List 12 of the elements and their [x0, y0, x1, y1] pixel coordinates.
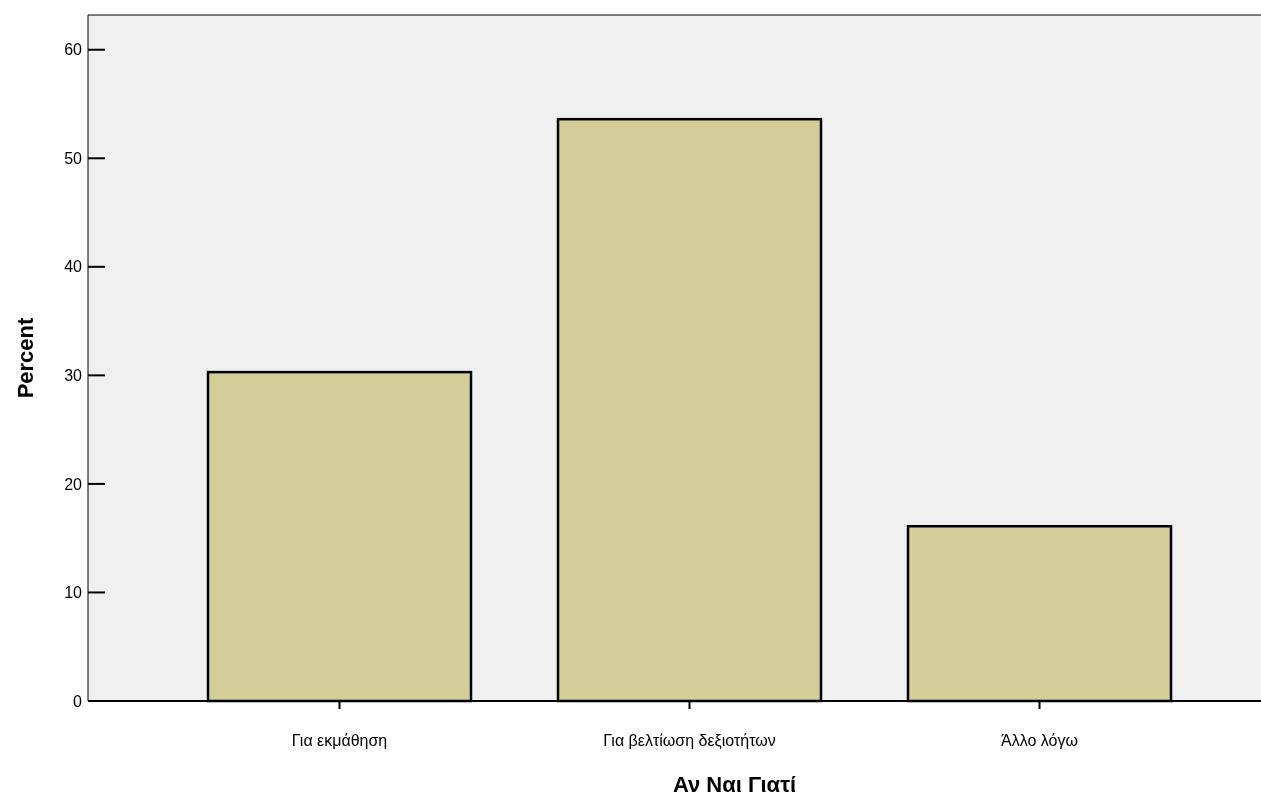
y-tick-label: 30: [64, 366, 83, 384]
x-tick-label: Για βελτίωση δεξιοτήτων: [603, 732, 776, 750]
x-tick-label: Για εκμάθηση: [291, 732, 388, 749]
y-tick-label: 60: [64, 41, 83, 59]
y-tick-label: 50: [64, 149, 83, 167]
y-tick-label: 40: [64, 258, 83, 276]
y-tick-label: 20: [64, 475, 83, 493]
x-tick-label: Άλλο λόγω: [1001, 732, 1078, 749]
y-tick-label: 10: [64, 584, 83, 602]
x-axis-title: Αν Ναι Γιατί: [672, 772, 797, 797]
y-tick-label: 0: [73, 692, 83, 710]
y-axis-title: Percent: [13, 316, 38, 399]
